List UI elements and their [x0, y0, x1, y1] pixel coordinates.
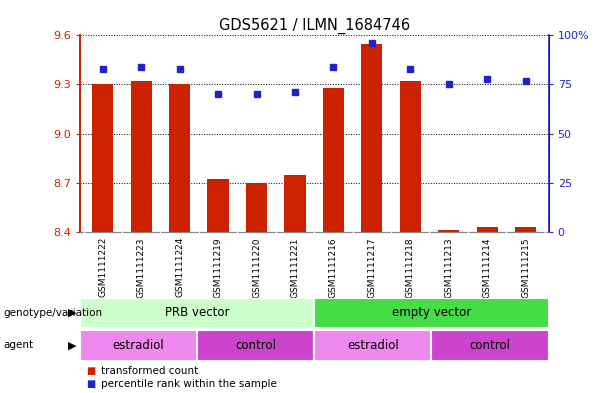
- Bar: [169, 84, 190, 232]
- Bar: [400, 81, 421, 232]
- Text: GSM1111214: GSM1111214: [482, 237, 492, 298]
- Text: GSM1111213: GSM1111213: [444, 237, 453, 298]
- Bar: [197, 330, 314, 361]
- Text: GSM1111215: GSM1111215: [521, 237, 530, 298]
- Text: agent: agent: [3, 340, 33, 351]
- Text: GSM1111217: GSM1111217: [367, 237, 376, 298]
- Text: GSM1111220: GSM1111220: [252, 237, 261, 298]
- Text: genotype/variation: genotype/variation: [3, 308, 102, 318]
- Text: GSM1111221: GSM1111221: [291, 237, 299, 298]
- Bar: [323, 88, 344, 232]
- Text: GSM1111218: GSM1111218: [406, 237, 415, 298]
- Bar: [92, 84, 113, 232]
- Text: control: control: [470, 339, 511, 352]
- Text: transformed count: transformed count: [101, 365, 199, 376]
- Text: PRB vector: PRB vector: [165, 306, 229, 320]
- Bar: [515, 227, 536, 232]
- Text: ▶: ▶: [67, 308, 76, 318]
- Text: GSM1111224: GSM1111224: [175, 237, 184, 298]
- Text: empty vector: empty vector: [392, 306, 471, 320]
- Bar: [361, 44, 383, 232]
- Bar: [314, 330, 432, 361]
- Bar: [314, 298, 549, 328]
- Text: GSM1111219: GSM1111219: [213, 237, 223, 298]
- Bar: [131, 81, 152, 232]
- Text: estradiol: estradiol: [112, 339, 164, 352]
- Bar: [246, 183, 267, 232]
- Bar: [438, 230, 459, 232]
- Text: control: control: [235, 339, 276, 352]
- Text: estradiol: estradiol: [347, 339, 398, 352]
- Bar: [432, 330, 549, 361]
- Text: ■: ■: [86, 379, 95, 389]
- Text: percentile rank within the sample: percentile rank within the sample: [101, 379, 277, 389]
- Bar: [80, 298, 314, 328]
- Bar: [80, 330, 197, 361]
- Bar: [207, 180, 229, 232]
- Text: GSM1111216: GSM1111216: [329, 237, 338, 298]
- Text: GSM1111223: GSM1111223: [137, 237, 146, 298]
- Text: GSM1111222: GSM1111222: [98, 237, 107, 298]
- Bar: [476, 227, 498, 232]
- Text: ■: ■: [86, 365, 95, 376]
- Text: ▶: ▶: [67, 340, 76, 351]
- Bar: [284, 174, 305, 232]
- Title: GDS5621 / ILMN_1684746: GDS5621 / ILMN_1684746: [219, 18, 409, 34]
